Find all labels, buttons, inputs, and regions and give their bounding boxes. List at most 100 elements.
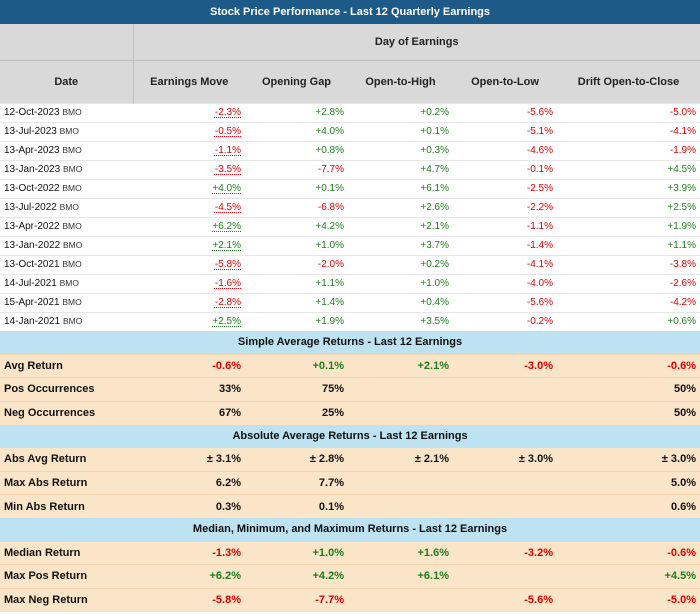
table-cell: -4.6%: [453, 140, 557, 160]
earnings-move-link[interactable]: -1.1%: [214, 145, 241, 156]
stat-row: Min Abs Return 0.3% 0.1% 0.6%: [0, 494, 700, 518]
table-cell: +4.5%: [557, 159, 700, 179]
stat-label: Pos Occurrences: [0, 377, 133, 401]
stat-value: 0.6%: [557, 494, 700, 518]
table-cell: -4.0%: [453, 273, 557, 293]
cell-value: +1.0%: [420, 278, 449, 289]
cell-value: +1.1%: [667, 240, 697, 251]
cell-value: +1.9%: [315, 316, 344, 328]
stat-value: -5.0%: [557, 587, 700, 612]
cell-value: -5.6%: [526, 107, 553, 118]
group-header: Day of Earnings: [133, 24, 700, 60]
table-cell: -4.1%: [453, 254, 557, 274]
timing-tag: BMO: [62, 164, 83, 174]
stat-value: 0.1%: [245, 494, 348, 518]
cell-value: -2.6%: [669, 278, 697, 289]
cell-value: -7.7%: [317, 164, 344, 175]
date-text: 12-Oct-2023: [4, 107, 60, 118]
stat-label: Avg Return: [0, 353, 133, 378]
stat-value: [453, 377, 557, 401]
table-cell: +4.7%: [348, 159, 453, 179]
stat-value: 50%: [557, 400, 700, 425]
section-title: Median, Minimum, and Maximum Returns - L…: [0, 518, 700, 541]
cell-value: -1.4%: [526, 240, 553, 251]
stat-value: 7.7%: [245, 470, 348, 495]
table-cell: -1.1%: [453, 216, 557, 236]
table-cell: +2.1%: [133, 235, 245, 255]
earnings-move-link[interactable]: +2.5%: [212, 316, 241, 328]
table-cell: +3.9%: [557, 178, 700, 198]
stat-value: 33%: [133, 377, 245, 401]
table-cell: +2.6%: [348, 197, 453, 217]
table-cell: -2.6%: [557, 273, 700, 293]
cell-value: -4.1%: [669, 126, 697, 137]
row-date: 13-Jul-2023 BMO: [0, 121, 133, 141]
table-cell: +0.3%: [348, 140, 453, 160]
date-text: 13-Oct-2021: [4, 259, 60, 270]
table-cell: -2.3%: [133, 102, 245, 122]
stat-label: Abs Avg Return: [0, 447, 133, 471]
timing-tag: BMO: [59, 278, 79, 288]
table-row: 14-Jul-2021 BMO -1.6% +1.1% +1.0% -4.0% -2.6%: [0, 273, 700, 293]
cell-value: +0.6%: [667, 316, 697, 328]
table-cell: +1.9%: [245, 311, 348, 331]
date-text: 15-Apr-2021: [4, 297, 60, 308]
table-cell: +1.4%: [245, 292, 348, 312]
earnings-move-link[interactable]: -5.8%: [214, 259, 241, 270]
section-header-row: Median, Minimum, and Maximum Returns - L…: [0, 518, 700, 541]
stat-value: +4.2%: [245, 564, 348, 588]
earnings-move-link[interactable]: -2.3%: [214, 107, 241, 118]
earnings-move-link[interactable]: +4.0%: [212, 183, 241, 194]
table-cell: -6.8%: [245, 197, 348, 217]
stat-value: -7.7%: [245, 587, 348, 612]
earnings-move-link[interactable]: -3.5%: [214, 164, 241, 175]
cell-value: -4.0%: [526, 278, 553, 289]
table-cell: -2.5%: [453, 178, 557, 198]
table-row: 14-Jan-2021 BMO +2.5% +1.9% +3.5% -0.2% +0.6%: [0, 311, 700, 331]
stat-label: Max Neg Return: [0, 587, 133, 612]
cell-value: +1.0%: [315, 240, 344, 251]
stat-value: [453, 494, 557, 518]
table-cell: +1.1%: [557, 235, 700, 255]
table-cell: -2.0%: [245, 254, 348, 274]
earnings-move-link[interactable]: -4.5%: [214, 202, 241, 213]
stat-value: +6.1%: [348, 564, 453, 588]
table-cell: -3.8%: [557, 254, 700, 274]
table-cell: -0.5%: [133, 121, 245, 141]
cell-value: -5.1%: [526, 126, 553, 137]
table-cell: +0.2%: [348, 102, 453, 122]
row-date: 13-Jan-2023 BMO: [0, 159, 133, 179]
table-cell: -1.4%: [453, 235, 557, 255]
stat-value: +2.1%: [348, 353, 453, 378]
stat-value: ± 3.1%: [133, 447, 245, 471]
stat-value: [453, 564, 557, 588]
stat-row: Pos Occurrences 33% 75% 50%: [0, 377, 700, 401]
table-cell: +2.5%: [557, 197, 700, 217]
earnings-move-link[interactable]: +6.2%: [212, 221, 241, 232]
earnings-move-link[interactable]: -1.6%: [214, 278, 241, 289]
earnings-move-link[interactable]: -0.5%: [214, 126, 241, 137]
stat-value: [348, 470, 453, 495]
table-row: 13-Jan-2022 BMO +2.1% +1.0% +3.7% -1.4% +1.1%: [0, 235, 700, 255]
cell-value: +2.6%: [420, 202, 449, 213]
earnings-move-link[interactable]: +2.1%: [212, 240, 241, 251]
stat-value: +6.2%: [133, 564, 245, 588]
earnings-move-link[interactable]: -2.8%: [214, 297, 241, 308]
table-row: 15-Apr-2021 BMO -2.8% +1.4% +0.4% -5.6% -4.2%: [0, 292, 700, 312]
date-text: 13-Apr-2022: [4, 221, 60, 232]
table-cell: +1.9%: [557, 216, 700, 236]
table-cell: -5.6%: [453, 102, 557, 122]
section-title: Absolute Average Returns - Last 12 Earni…: [0, 424, 700, 448]
stat-label: Neg Occurrences: [0, 400, 133, 425]
column-header-opening-gap: Opening Gap: [245, 59, 348, 103]
table-row: 13-Jul-2022 BMO -4.5% -6.8% +2.6% -2.2% +2.5%: [0, 197, 700, 217]
table-cell: +3.7%: [348, 235, 453, 255]
cell-value: -6.8%: [317, 202, 344, 213]
cell-value: -3.8%: [669, 259, 697, 270]
row-date: 13-Jan-2022 BMO: [0, 235, 133, 255]
column-header-open-to-high: Open-to-High: [348, 59, 453, 103]
cell-value: -5.0%: [669, 107, 697, 118]
cell-value: -4.6%: [526, 145, 553, 156]
table-cell: +4.2%: [245, 216, 348, 236]
